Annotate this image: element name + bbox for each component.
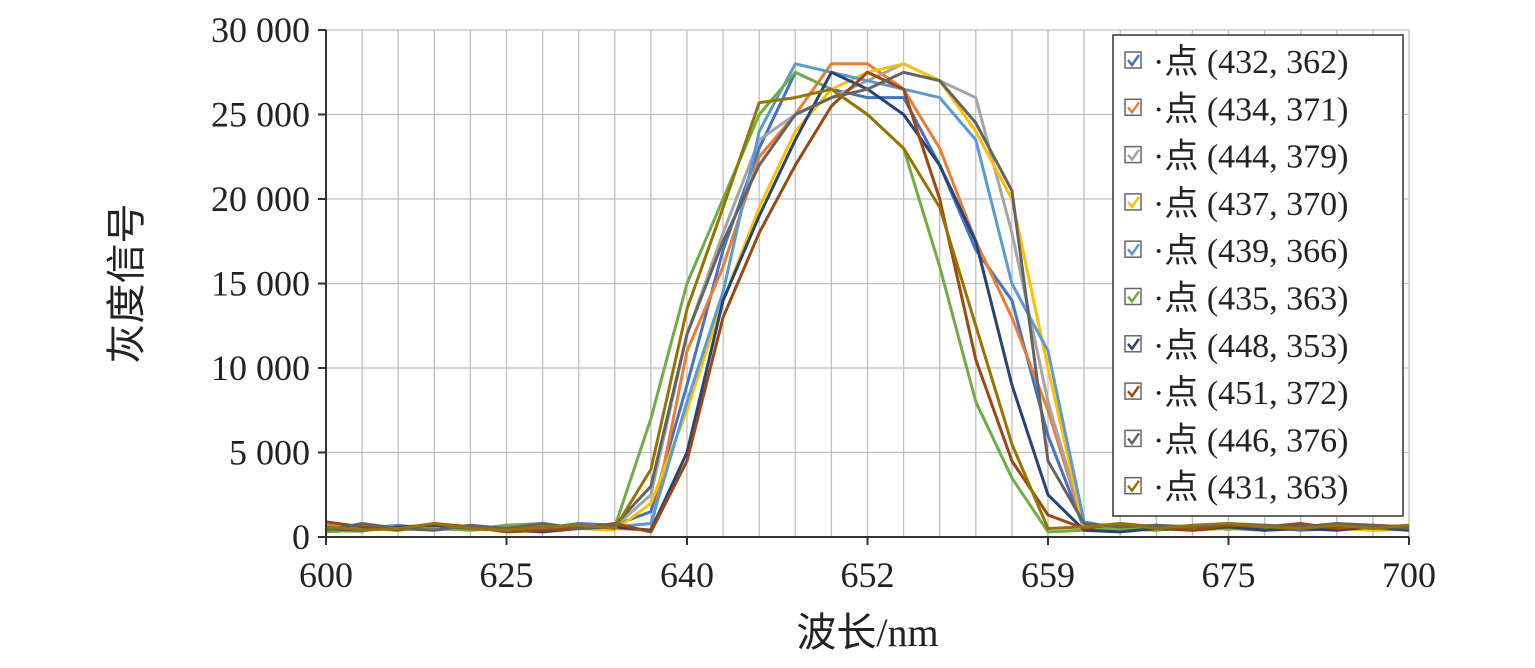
legend-label: ·点 (451, 372) <box>1153 374 1348 412</box>
legend-swatch <box>1127 101 1141 115</box>
x-tick-label: 640 <box>660 555 714 595</box>
legend-label: ·点 (437, 370) <box>1153 185 1348 223</box>
x-tick-label: 675 <box>1202 555 1256 595</box>
series-line-8 <box>325 70 1410 534</box>
legend-label: ·点 (439, 366) <box>1153 232 1348 270</box>
legend-label: ·点 (446, 376) <box>1153 421 1348 459</box>
legend-label: ·点 (444, 379) <box>1153 138 1348 176</box>
y-tick-label: 10 000 <box>211 348 310 388</box>
series-lines <box>325 62 1410 534</box>
legend-swatch <box>1127 432 1141 446</box>
legend-entry: ·点 (448, 353) <box>1124 327 1348 365</box>
y-tick-label: 5 000 <box>229 433 310 473</box>
legend-entry: ·点 (432, 362) <box>1124 43 1348 81</box>
legend-entry: ·点 (431, 363) <box>1124 469 1348 507</box>
legend-entry: ·点 (444, 379) <box>1124 138 1348 176</box>
legend-swatch <box>1127 338 1141 351</box>
legend-swatch <box>1127 243 1141 257</box>
legend: ·点 (432, 362) ·点 (434, 371) ·点 (444, 379) ·… <box>1112 34 1404 517</box>
legend-label: ·点 (431, 363) <box>1153 469 1348 507</box>
legend-swatch <box>1127 54 1141 68</box>
y-tick-label: 0 <box>292 517 310 557</box>
legend-entry: ·点 (437, 370) <box>1124 185 1348 223</box>
legend-box <box>1112 34 1404 517</box>
x-tick-label: 600 <box>299 555 353 595</box>
legend-label: ·点 (435, 363) <box>1153 280 1348 318</box>
x-tick-label: 700 <box>1382 555 1436 595</box>
x-tick-label: 625 <box>480 555 534 595</box>
axes: 0 5 000 10 000 15 000 20 000 25 000 30 000 600 6… <box>211 10 1436 595</box>
legend-swatch <box>1127 290 1141 304</box>
y-tick-label: 15 000 <box>211 264 310 304</box>
legend-swatch <box>1127 479 1141 493</box>
x-axis-label: 波长/nm <box>796 610 938 655</box>
legend-label: ·点 (448, 353) <box>1153 327 1348 365</box>
legend-swatch <box>1127 148 1141 162</box>
legend-entry: ·点 (434, 371) <box>1124 90 1348 128</box>
legend-label: ·点 (432, 362) <box>1153 43 1348 81</box>
legend-entry: ·点 (451, 372) <box>1124 374 1348 412</box>
series-line-10 <box>325 87 1410 532</box>
y-axis-label: 灰度信号 <box>104 204 149 364</box>
y-tick-label: 20 000 <box>211 179 310 219</box>
legend-entry: ·点 (439, 366) <box>1124 232 1348 270</box>
legend-swatch <box>1127 385 1141 399</box>
x-tick-label: 659 <box>1021 555 1075 595</box>
legend-entry: ·点 (435, 363) <box>1124 280 1348 318</box>
legend-label: ·点 (434, 371) <box>1153 90 1348 128</box>
legend-swatch <box>1127 196 1141 209</box>
legend-entry: ·点 (446, 376) <box>1124 421 1348 459</box>
y-tick-label: 30 000 <box>211 10 310 50</box>
x-tick-label: 652 <box>841 555 895 595</box>
y-tick-label: 25 000 <box>211 95 310 135</box>
